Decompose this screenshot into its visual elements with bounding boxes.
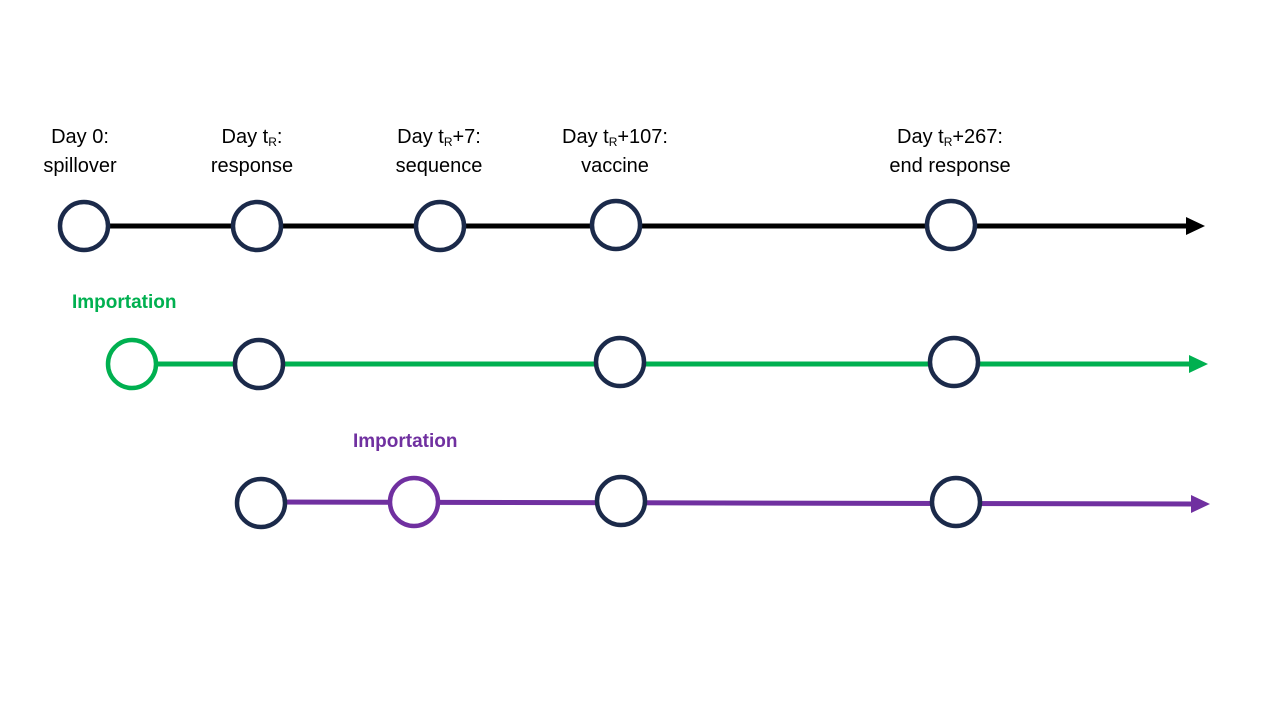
event-label-desc: end response (889, 155, 1011, 177)
green-node-end-response (927, 335, 981, 389)
main-node-vaccine (589, 198, 643, 252)
event-label-response: Day tR: response (172, 123, 332, 181)
main-node-end-response (924, 198, 978, 252)
event-label-vaccine: Day tR+107: vaccine (535, 123, 695, 181)
event-label-heading: Day tR+267: (897, 126, 1003, 149)
event-label-spillover: Day 0: spillover (0, 123, 160, 181)
purple-node-end-response (929, 475, 983, 529)
event-label-heading: Day tR: (221, 126, 283, 149)
purple-node-importation (387, 475, 441, 529)
green-node-importation (105, 337, 159, 391)
green-timeline-arrowhead (1189, 355, 1208, 373)
event-label-desc: sequence (395, 155, 483, 177)
event-label-heading: Day tR+7: (397, 126, 481, 149)
green-timeline (105, 335, 1208, 391)
event-label-sequence: Day tR+7: sequence (359, 123, 519, 181)
purple-timeline-arrowhead (1191, 495, 1210, 513)
green-node-response (232, 337, 286, 391)
event-label-desc: spillover (43, 155, 117, 177)
main-node-response (230, 199, 284, 253)
purple-importation-label: Importation (353, 431, 458, 452)
purple-node-vaccine (594, 474, 648, 528)
main-node-spillover (57, 199, 111, 253)
purple-node-response (234, 476, 288, 530)
event-label-heading: Day 0: (51, 126, 109, 148)
event-label-desc: response (210, 155, 294, 177)
purple-timeline (234, 474, 1210, 530)
green-node-vaccine (593, 335, 647, 389)
main-node-sequence (413, 199, 467, 253)
event-label-heading: Day tR+107: (562, 126, 668, 149)
event-label-desc: vaccine (581, 155, 649, 177)
main-timeline (57, 198, 1205, 253)
green-importation-label: Importation (72, 292, 177, 313)
main-timeline-arrowhead (1186, 217, 1205, 235)
event-label-end-response: Day tR+267: end response (870, 123, 1030, 181)
